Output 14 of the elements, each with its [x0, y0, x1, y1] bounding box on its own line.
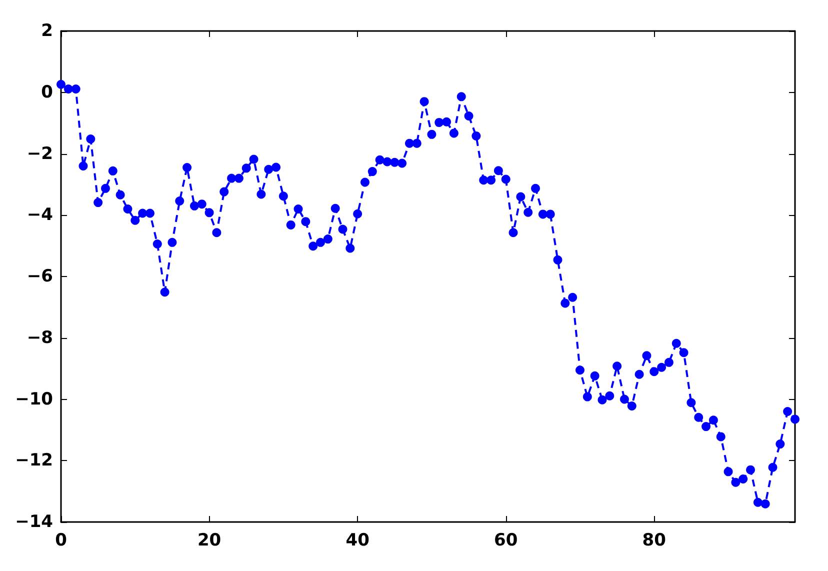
y-tick-label: 0	[41, 82, 54, 102]
x-tick-label: 60	[494, 530, 518, 550]
y-tick-label: −12	[15, 450, 53, 471]
x-tick-label: 0	[55, 530, 68, 550]
x-tick-label: 20	[197, 530, 222, 550]
y-tick-label: −10	[15, 389, 54, 410]
y-tick-label: −14	[15, 512, 54, 532]
y-tick-label: −4	[26, 205, 54, 226]
x-tick-label: 40	[346, 530, 370, 550]
y-tick-label: 2	[41, 21, 53, 41]
y-tick-label: −2	[26, 144, 53, 164]
y-tick-label: −8	[26, 328, 53, 348]
x-tick-label: 80	[642, 530, 666, 550]
y-tick-label: −6	[26, 266, 53, 286]
